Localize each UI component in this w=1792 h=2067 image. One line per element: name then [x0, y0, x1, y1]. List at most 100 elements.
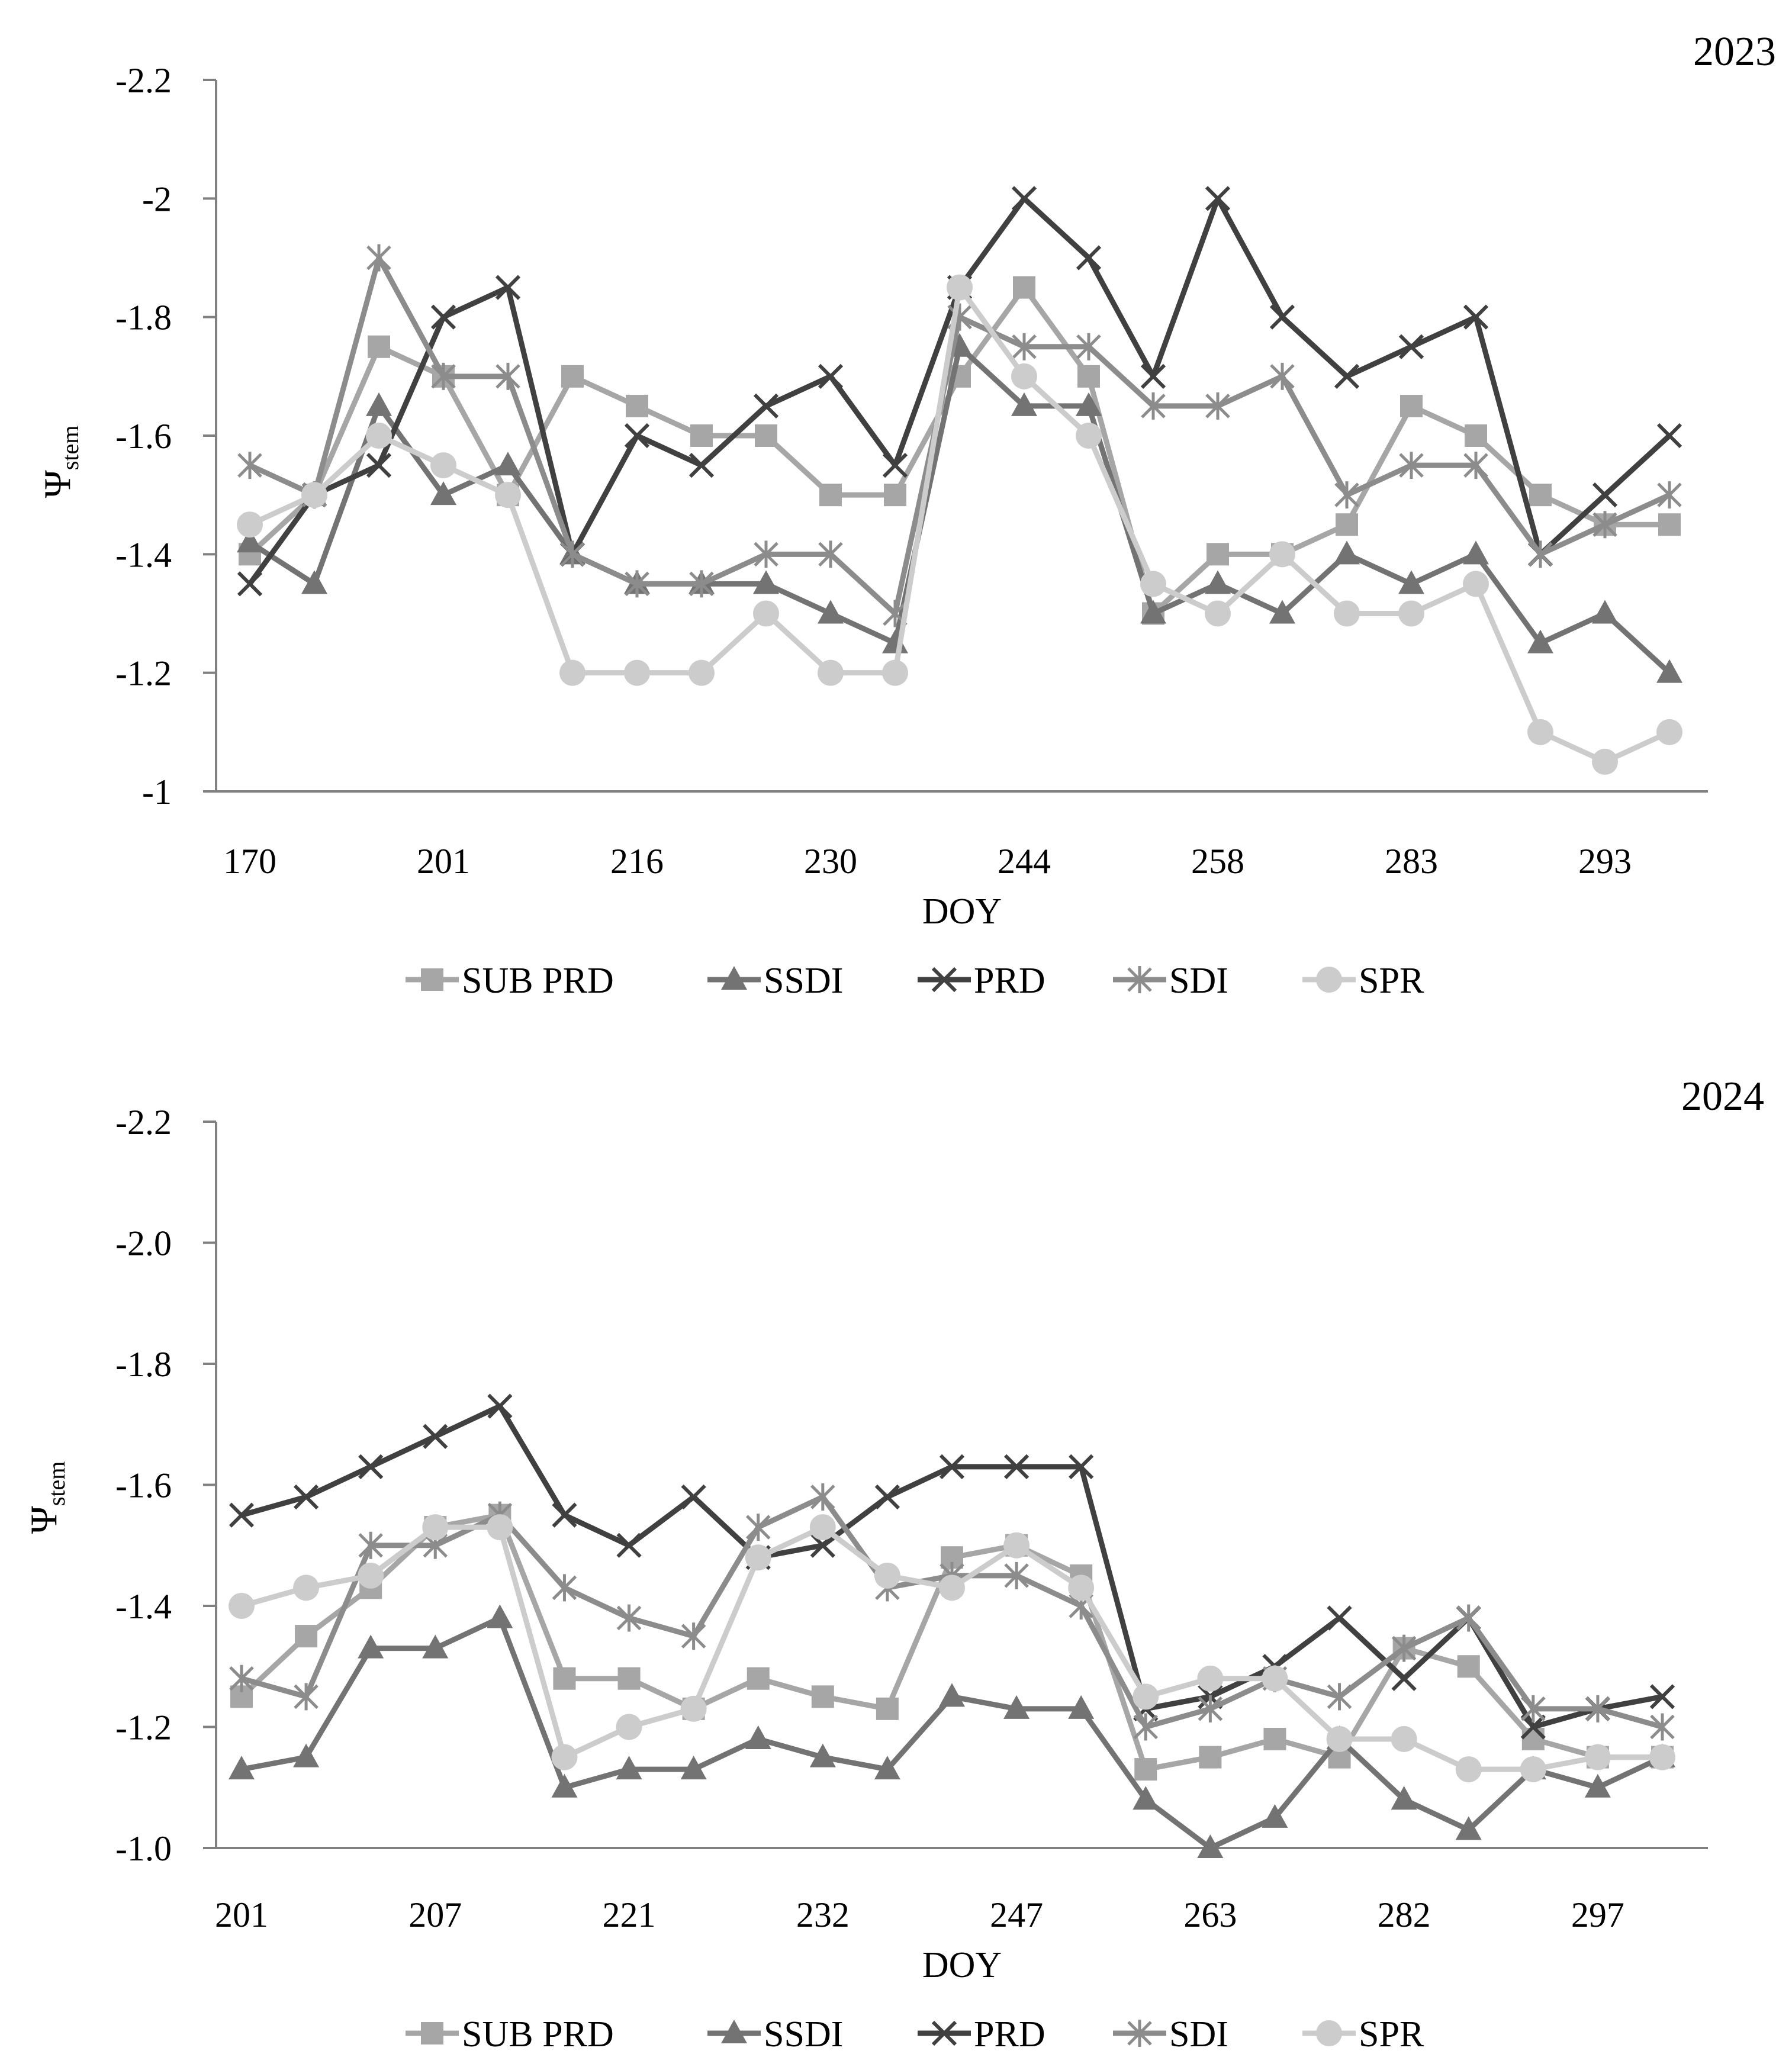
data-point [1592, 511, 1617, 539]
data-point [1463, 452, 1488, 479]
x-axis-title: DOY [922, 1945, 1002, 1985]
y-tick-label: -1.6 [115, 417, 172, 456]
data-point [1269, 304, 1295, 330]
data-point [1527, 629, 1553, 653]
data-point [1465, 424, 1487, 447]
legend-label: SSDI [764, 2014, 843, 2055]
y-tick-label: -1.2 [115, 654, 172, 693]
data-point [811, 1685, 834, 1708]
x-tick-label: 258 [1191, 842, 1244, 881]
data-point [552, 1502, 577, 1528]
data-point [237, 571, 263, 597]
data-point [422, 1514, 449, 1541]
data-point [1334, 600, 1360, 627]
data-point [1521, 1727, 1545, 1750]
legend-label: PRD [974, 2014, 1045, 2055]
data-point [1520, 1714, 1546, 1740]
data-point [1205, 570, 1231, 594]
data-point [818, 540, 843, 568]
x-tick-label: 170 [223, 842, 276, 881]
legend-marker [931, 2020, 957, 2046]
y-tick-label: -1.8 [115, 1345, 172, 1384]
data-point [422, 1634, 449, 1659]
data-point [301, 570, 327, 594]
data-point [810, 1532, 835, 1558]
data-point [1076, 245, 1102, 271]
data-point [745, 1725, 771, 1749]
legend-label: SSDI [764, 961, 843, 1001]
data-point [487, 1514, 513, 1541]
data-point [1528, 540, 1553, 568]
data-point [229, 1664, 254, 1692]
data-point [819, 484, 842, 507]
data-point [1011, 363, 1037, 389]
data-point [1134, 1758, 1157, 1781]
data-point [1455, 1756, 1482, 1783]
data-point [487, 1393, 513, 1419]
legend-item: SPR [1302, 2014, 1424, 2055]
x-tick-label: 207 [408, 1895, 462, 1934]
data-point [681, 1622, 706, 1650]
data-point [680, 1695, 707, 1722]
data-point [1199, 1746, 1222, 1769]
data-point [559, 659, 585, 686]
data-point [293, 1743, 320, 1767]
data-point [237, 511, 263, 538]
data-point [1529, 484, 1552, 507]
data-point [754, 540, 778, 568]
data-point [368, 335, 390, 358]
data-point [495, 482, 521, 508]
data-point [358, 1454, 384, 1479]
data-point [551, 1773, 578, 1798]
data-point [1336, 513, 1358, 536]
data-point [616, 1604, 642, 1632]
data-point [294, 1683, 318, 1711]
data-point [1334, 540, 1360, 565]
data-point [1269, 541, 1295, 568]
data-point [1455, 1816, 1482, 1840]
data-point [496, 362, 520, 390]
data-point [753, 570, 779, 594]
y-tick-label: -1.8 [115, 298, 172, 337]
x-tick-label: 232 [796, 1895, 850, 1934]
data-point [1004, 1561, 1029, 1589]
data-point [1592, 748, 1618, 775]
data-point [1076, 392, 1102, 416]
x-tick-label: 263 [1183, 1895, 1237, 1934]
data-point [1069, 1454, 1094, 1479]
legend-item: SUB PRD [406, 961, 614, 1001]
data-point [1398, 570, 1424, 594]
x-axis-title: DOY [922, 891, 1002, 932]
y-axis-title-symbol: Ψ [36, 469, 78, 498]
data-point [1592, 482, 1618, 508]
data-point [487, 1604, 513, 1628]
legend-item: SDI [1113, 961, 1228, 1001]
y-tick-label: -2.2 [115, 1103, 172, 1142]
data-point [1269, 600, 1295, 624]
data-point [1077, 365, 1100, 388]
legend-item: PRD [918, 961, 1045, 1001]
legend-label: PRD [974, 961, 1045, 1001]
data-point [553, 1667, 576, 1690]
y-axis-title-symbol: Ψ [22, 1505, 65, 1534]
legend-marker [1316, 967, 1342, 993]
x-tick-label: 293 [1578, 842, 1632, 881]
x-tick-label: 201 [215, 1895, 268, 1934]
data-point [293, 1484, 319, 1510]
data-point [1141, 392, 1166, 420]
series-sdi [237, 244, 1682, 627]
data-point [1649, 1744, 1675, 1770]
data-point [1076, 333, 1101, 360]
data-point [366, 423, 392, 449]
x-tick-label: 283 [1385, 842, 1438, 881]
data-point [753, 393, 779, 419]
legend-item: SPR [1302, 961, 1424, 1001]
legend-item: PRD [918, 2014, 1045, 2055]
data-point [1068, 1695, 1095, 1719]
data-point [1592, 600, 1618, 624]
legend-label: SPR [1359, 2014, 1424, 2055]
y-axis-title-subscript: stem [57, 426, 83, 471]
data-point [301, 482, 327, 508]
data-point [1003, 1454, 1029, 1479]
y-tick-label: -1 [142, 772, 172, 812]
